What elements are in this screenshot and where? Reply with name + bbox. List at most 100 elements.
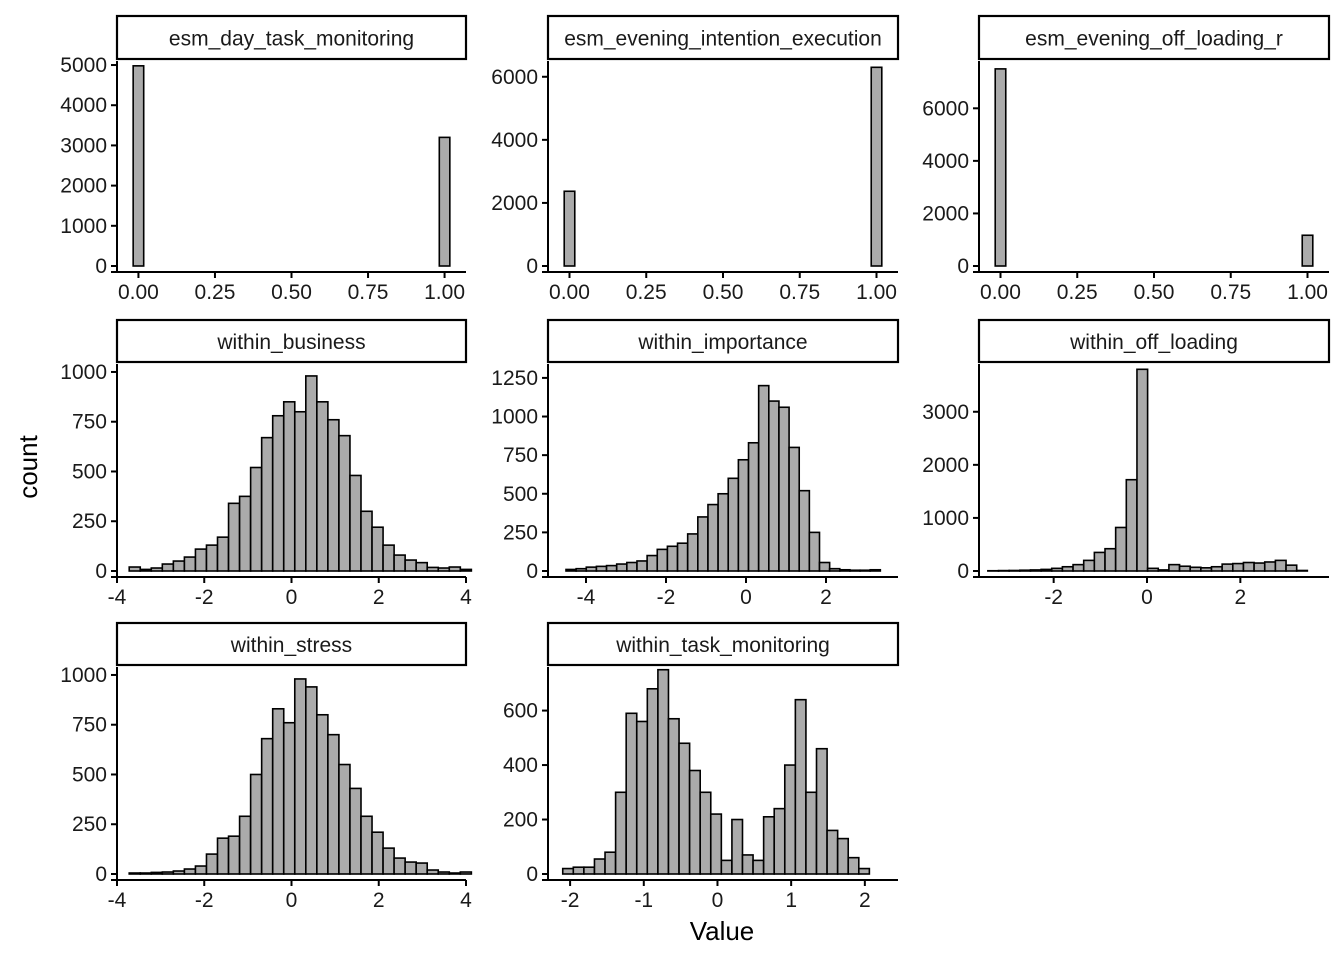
histogram-bar [727, 477, 740, 572]
histogram-bar [161, 563, 175, 572]
histogram-bar [360, 510, 373, 572]
histogram-bar [282, 721, 296, 875]
histogram-bar [1061, 565, 1074, 572]
y-tick-label: 4000 [60, 94, 107, 117]
histogram-bar [404, 559, 417, 572]
histogram-bar [415, 561, 429, 572]
x-axis-title: Value [690, 916, 755, 946]
histogram-bar [747, 441, 760, 572]
histogram-bar [778, 406, 790, 572]
strip-title: within_stress [230, 634, 352, 657]
strip-title: within_business [216, 331, 365, 354]
histogram-bar [437, 871, 451, 875]
histogram-bar [459, 871, 473, 875]
y-tick-label: 4000 [922, 150, 969, 173]
x-tick-label: 0 [286, 586, 298, 609]
y-tick-label: 750 [503, 444, 538, 467]
histogram-bar [1146, 567, 1160, 572]
x-tick-label: 1.00 [856, 281, 897, 304]
y-tick-label: 1000 [60, 361, 107, 384]
histogram-bar [859, 569, 871, 572]
histogram-bar [870, 66, 883, 267]
x-tick-label: 0.75 [779, 281, 820, 304]
histogram-bar [625, 712, 638, 875]
histogram-bar [994, 68, 1007, 267]
histogram-bar [676, 542, 689, 572]
histogram-bar [227, 835, 241, 875]
y-tick-label: 5000 [60, 54, 107, 77]
histogram-bar [338, 763, 351, 875]
histogram-bar [327, 418, 340, 572]
histogram-bar [382, 544, 395, 572]
y-tick-label: 250 [72, 510, 107, 533]
histogram-bar [150, 567, 164, 572]
histogram-bar [757, 384, 770, 572]
strip-box [115, 318, 468, 364]
y-tick-label: 500 [72, 460, 107, 483]
histogram-bar [305, 375, 318, 572]
strip-title: esm_evening_off_loading_r [1025, 28, 1283, 51]
histogram-bar [585, 566, 598, 572]
histogram-bar [615, 563, 628, 572]
strip-box [546, 318, 900, 364]
histogram-bar [847, 856, 860, 875]
histogram-bar [667, 717, 680, 875]
histogram-bar [349, 474, 362, 572]
x-tick-label: 0.75 [1210, 281, 1251, 304]
x-tick-label: 0.50 [703, 281, 744, 304]
x-tick-label: -2 [195, 586, 214, 609]
histogram-bar [1093, 551, 1106, 572]
y-tick-label: 6000 [491, 66, 538, 89]
histogram-bar [849, 569, 861, 572]
x-tick-label: 0 [1141, 586, 1153, 609]
histogram-bar [437, 567, 451, 572]
histogram-bar [172, 560, 186, 572]
y-tick-label: 250 [503, 521, 538, 544]
strip-box [546, 621, 900, 667]
histogram-bar [666, 545, 679, 572]
histogram-bar [172, 870, 186, 875]
x-tick-label: 0.25 [1057, 281, 1098, 304]
histogram-bar [238, 815, 252, 875]
histogram-bar [216, 536, 230, 572]
y-tick-label: 0 [957, 255, 969, 278]
y-tick-label: 500 [72, 763, 107, 786]
histogram-bar [688, 769, 701, 875]
histogram-bar [1168, 563, 1181, 572]
x-tick-label: 0.25 [626, 281, 667, 304]
histogram-bar [762, 816, 776, 875]
histogram-bar [767, 400, 780, 572]
histogram-bar [227, 502, 241, 572]
panel-within_off_loading: within_off_loading 0 1000 2000 3000 -2 0 2 [922, 318, 1331, 609]
y-tick-label: 0 [526, 560, 538, 583]
histogram-bar [838, 568, 851, 572]
histogram-bar [1189, 566, 1202, 572]
histogram-bar [1082, 559, 1096, 572]
y-tick-label: 0 [957, 560, 969, 583]
histogram-bar [349, 787, 362, 875]
y-tick-label: 200 [503, 809, 538, 832]
histogram-bar [139, 872, 153, 875]
histogram-bar [1242, 561, 1255, 572]
y-axis-title: count [13, 434, 43, 498]
histogram-bar [1019, 569, 1032, 572]
histogram-bar [1136, 368, 1149, 572]
histogram-bar [561, 867, 575, 875]
x-tick-label: 0 [286, 889, 298, 912]
y-tick-label: 1000 [922, 507, 969, 530]
y-tick-label: 0 [95, 863, 107, 886]
histogram-bar [699, 791, 712, 875]
histogram-bar [1040, 568, 1053, 572]
x-tick-label: -4 [108, 586, 127, 609]
x-tick-label: -2 [1044, 586, 1063, 609]
histogram-bar [575, 567, 588, 572]
histogram-bar [371, 831, 384, 875]
y-tick-label: 400 [503, 754, 538, 777]
x-tick-label: 0.50 [271, 281, 312, 304]
x-tick-label: 2 [373, 889, 385, 912]
histogram-bar [1104, 547, 1117, 572]
histogram-bar [1072, 563, 1085, 572]
y-tick-label: 0 [526, 863, 538, 886]
x-tick-label: 4 [460, 889, 472, 912]
y-tick-label: 0 [95, 255, 107, 278]
